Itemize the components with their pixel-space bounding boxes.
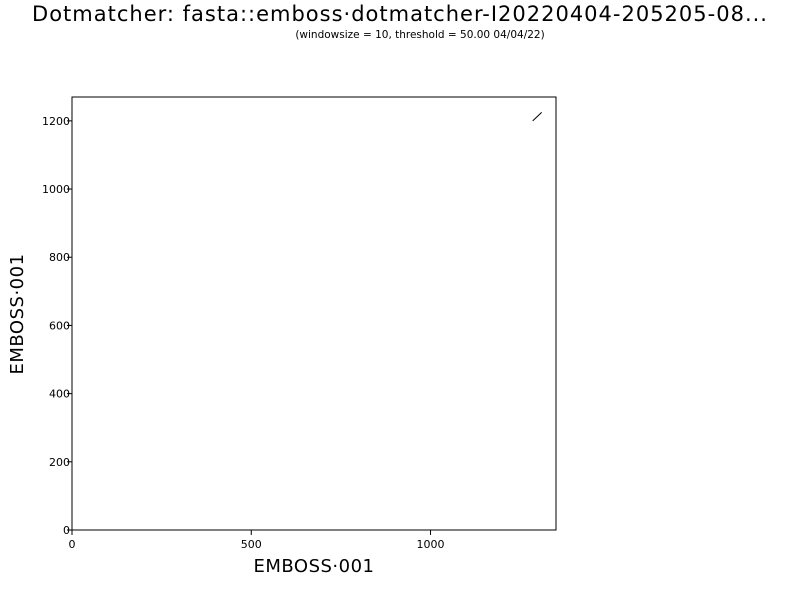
y-tick-label: 600 bbox=[49, 319, 70, 332]
y-tick-label: 0 bbox=[63, 524, 70, 537]
chart-title: Dotmatcher: fasta::emboss·dotmatcher-I20… bbox=[32, 2, 768, 26]
y-axis-label: EMBOSS·001 bbox=[7, 253, 28, 374]
match-segment bbox=[532, 111, 543, 122]
y-tick-label: 1200 bbox=[42, 115, 70, 128]
y-tick-label: 800 bbox=[49, 251, 70, 264]
x-tick-label: 0 bbox=[69, 538, 76, 551]
x-axis-label: EMBOSS·001 bbox=[253, 556, 374, 577]
y-axis: 0 200 400 600 800 1000 1200 bbox=[42, 115, 72, 537]
match-segments bbox=[532, 111, 543, 122]
x-tick-label: 500 bbox=[241, 538, 262, 551]
x-tick-label: 1000 bbox=[417, 538, 445, 551]
y-tick-label: 400 bbox=[49, 388, 70, 401]
x-axis: 0 500 1000 bbox=[69, 530, 445, 551]
chart-subtitle: (windowsize = 10, threshold = 50.00 04/0… bbox=[295, 29, 545, 41]
y-tick-label: 1000 bbox=[42, 183, 70, 196]
plot-frame bbox=[71, 96, 557, 531]
y-tick-label: 200 bbox=[49, 456, 70, 469]
